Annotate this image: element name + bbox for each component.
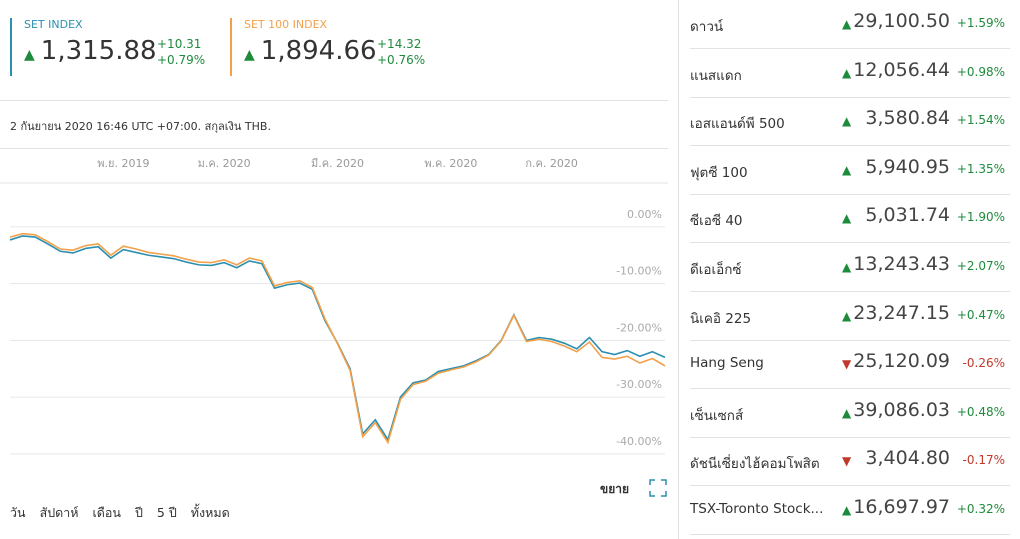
market-name: Hang Seng	[690, 355, 764, 372]
x-tick-label: พ.ค. 2020	[424, 157, 477, 170]
index-change-pct: +0.79%	[157, 53, 206, 67]
market-change: +1.90%	[956, 210, 1005, 225]
market-value: 5,940.95	[865, 155, 950, 178]
index-box: SET 100 INDEX ▲ 1,894.66 +14.32 +0.76%	[230, 18, 434, 76]
up-arrow: ▲	[842, 405, 852, 420]
divider	[678, 0, 679, 539]
chart: 0.00% -10.00% -20.00% -30.00% -40.00% พ.ย. 20…	[0, 157, 668, 455]
market-name: แนสแดก	[690, 67, 742, 84]
divider	[0, 100, 668, 101]
series-line	[9, 235, 666, 442]
range-button[interactable]: วัน	[10, 505, 26, 520]
up-arrow: ▲	[842, 17, 852, 31]
down-arrow: ▼	[842, 454, 852, 469]
range-button[interactable]: ทั้งหมด	[190, 505, 230, 520]
x-tick-label: ม.ค. 2020	[198, 157, 251, 170]
range-button[interactable]: 5 ปี	[156, 505, 177, 520]
up-arrow: ▲	[842, 211, 852, 226]
market-name: ดีเอเอ็กซ์	[690, 262, 742, 278]
index-value-text: 1,894.66	[260, 36, 377, 66]
market-change: +0.32%	[956, 502, 1005, 516]
y-tick-label: -10.00%	[616, 265, 662, 278]
index-name: SET 100 INDEX	[244, 18, 328, 31]
index-change-abs: +14.32	[377, 37, 422, 51]
market-value: 39,086.03	[853, 398, 950, 421]
market-name: เอสแอนด์พี 500	[690, 116, 785, 133]
market-value: 29,100.50	[853, 10, 950, 32]
x-tick-label: ก.ค. 2020	[525, 157, 578, 170]
series-line	[9, 232, 666, 445]
range-button[interactable]: ปี	[134, 505, 143, 520]
up-arrow: ▲	[244, 47, 255, 63]
market-row[interactable]: ซีเอซี 40 ▲ 5,031.74 +1.90%	[690, 194, 1010, 244]
index-value: ▲ 1,894.66	[244, 36, 377, 66]
market-value: 25,120.09	[853, 350, 950, 373]
market-row[interactable]: เซ็นเซกส์ ▲ 39,086.03 +0.48%	[690, 389, 1010, 438]
up-arrow: ▲	[842, 114, 852, 129]
down-arrow: ▼	[842, 357, 852, 372]
market-row[interactable]: แนสแดก ▲ 12,056.44 +0.98%	[690, 49, 1010, 98]
market-value: 23,247.15	[853, 301, 950, 324]
market-change: +1.59%	[956, 16, 1005, 30]
x-tick-label: พ.ย. 2019	[97, 157, 149, 170]
y-tick-label: 0.00%	[627, 208, 662, 221]
market-change: +1.54%	[956, 113, 1005, 128]
y-tick-label: -30.00%	[616, 378, 662, 391]
index-box: SET INDEX ▲ 1,315.88 +10.31 +0.79%	[10, 18, 214, 76]
index-name: SET INDEX	[24, 18, 83, 31]
market-value: 3,404.80	[865, 447, 950, 470]
market-row[interactable]: Hang Seng ▼ 25,120.09 -0.26%	[690, 340, 1010, 390]
market-name: นิเคอิ 225	[690, 310, 752, 327]
market-row[interactable]: เอสแอนด์พี 500 ▲ 3,580.84 +1.54%	[690, 97, 1010, 147]
expand-icon[interactable]	[648, 478, 668, 498]
up-arrow: ▲	[842, 503, 852, 517]
market-name: เซ็นเซกส์	[690, 407, 744, 424]
market-change: -0.17%	[962, 453, 1005, 468]
market-row[interactable]: TSX-Toronto Stock... ▲ 16,697.97 +0.32%	[690, 486, 1010, 535]
market-name: ดาวน์	[690, 19, 724, 35]
x-tick-label: มี.ค. 2020	[311, 157, 364, 170]
market-value: 3,580.84	[865, 107, 950, 130]
market-change: +2.07%	[956, 259, 1005, 273]
range-button[interactable]: สัปดาห์	[39, 505, 79, 520]
market-change: +0.98%	[956, 64, 1005, 79]
market-value: 16,697.97	[853, 496, 950, 518]
market-change: +0.47%	[956, 307, 1005, 322]
market-row[interactable]: ดีเอเอ็กซ์ ▲ 13,243.43 +2.07%	[690, 243, 1010, 292]
market-value: 13,243.43	[853, 253, 950, 275]
index-change: +10.31 +0.79%	[157, 36, 205, 68]
market-name: ฟุตซี 100	[690, 164, 748, 181]
range-button[interactable]: เดือน	[92, 505, 121, 520]
index-change: +14.32 +0.76%	[377, 36, 425, 68]
y-tick-label: -40.00%	[616, 435, 662, 448]
up-arrow: ▲	[842, 162, 852, 177]
market-name: TSX-Toronto Stock...	[690, 501, 824, 517]
market-change: +0.48%	[956, 404, 1005, 419]
market-row[interactable]: ดาวน์ ▲ 29,100.50 +1.59%	[690, 0, 1010, 49]
market-row[interactable]: ฟุตซี 100 ▲ 5,940.95 +1.35%	[690, 146, 1010, 195]
market-value: 5,031.74	[865, 204, 950, 227]
timestamp: 2 กันยายน 2020 16:46 UTC +07:00. สกุลเงิ…	[10, 120, 271, 133]
index-change-abs: +10.31	[157, 37, 202, 51]
market-row[interactable]: นิเคอิ 225 ▲ 23,247.15 +0.47%	[690, 292, 1010, 341]
index-value: ▲ 1,315.88	[24, 36, 157, 66]
index-change-pct: +0.76%	[377, 53, 426, 67]
market-value: 12,056.44	[853, 58, 950, 81]
market-name: ดัชนีเซี่ยงไฮ้คอมโพสิต	[690, 456, 820, 473]
range-selector: วัน สัปดาห์ เดือน ปี 5 ปี ทั้งหมด	[10, 503, 244, 523]
divider	[0, 148, 668, 149]
market-change: +1.35%	[956, 161, 1005, 176]
market-change: -0.26%	[962, 356, 1005, 371]
market-row[interactable]: ดัชนีเซี่ยงไฮ้คอมโพสิต ▼ 3,404.80 -0.17%	[690, 437, 1010, 487]
up-arrow: ▲	[842, 308, 852, 323]
up-arrow: ▲	[842, 260, 852, 274]
index-value-text: 1,315.88	[40, 36, 157, 66]
expand-button[interactable]: ขยาย	[600, 482, 630, 496]
up-arrow: ▲	[24, 47, 35, 63]
market-name: ซีเอซี 40	[690, 213, 743, 230]
up-arrow: ▲	[842, 65, 852, 80]
y-tick-label: -20.00%	[616, 321, 662, 334]
